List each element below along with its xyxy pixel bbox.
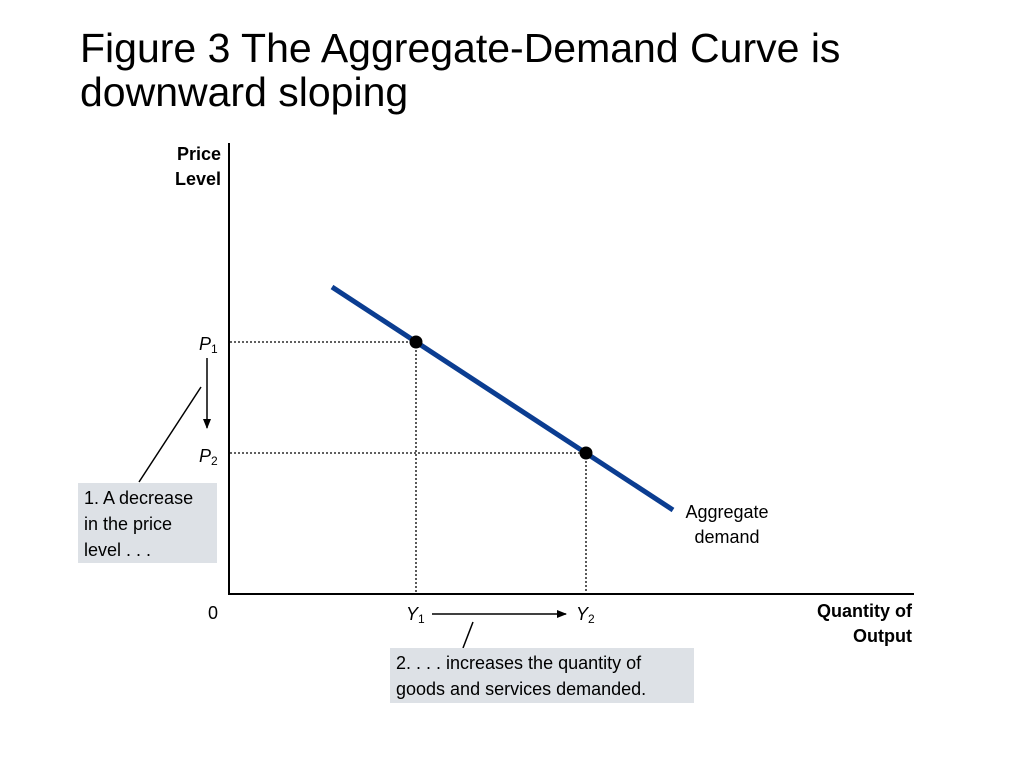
price-decrease-callout: 1. A decrease in the price level . . . bbox=[78, 483, 217, 563]
quantity-callout-line2: goods and services demanded. bbox=[396, 679, 647, 699]
p2-letter: P bbox=[199, 446, 212, 466]
aggregate-demand-curve bbox=[330, 284, 675, 513]
slide-title-line1: Figure 3 The Aggregate-Demand Curve is bbox=[80, 25, 841, 71]
p1-subscript: 1 bbox=[211, 342, 218, 356]
curve-label-line1: Aggregate bbox=[685, 502, 769, 522]
y1-letter: Y bbox=[406, 604, 419, 624]
x-axis-label-line1: Quantity of bbox=[817, 601, 912, 621]
point-p1-y1 bbox=[409, 335, 423, 349]
aggregate-demand-label: Aggregate demand bbox=[667, 500, 787, 550]
quantity-increase-callout: 2. . . . increases the quantity of goods… bbox=[390, 648, 694, 703]
y1-label: Y1 bbox=[406, 604, 425, 629]
origin-label: 0 bbox=[208, 603, 219, 623]
p2-subscript: 2 bbox=[211, 454, 218, 468]
curve-label-line2: demand bbox=[694, 527, 760, 547]
quantity-callout-line1: 2. . . . increases the quantity of bbox=[396, 653, 642, 673]
y2-letter: Y bbox=[576, 604, 589, 624]
y1-subscript: 1 bbox=[418, 612, 425, 626]
x-axis-label: Quantity of Output bbox=[780, 599, 912, 649]
y-axis-label-line2: Level bbox=[174, 169, 221, 189]
slide-title: Figure 3 The Aggregate-Demand Curve is d… bbox=[80, 26, 980, 114]
y-axis-label: Price Level bbox=[150, 142, 221, 192]
p1-letter: P bbox=[199, 334, 212, 354]
y2-label: Y2 bbox=[576, 604, 595, 629]
price-callout-line1: 1. A decrease bbox=[84, 488, 194, 508]
price-callout-leader bbox=[138, 386, 202, 483]
y2-subscript: 2 bbox=[588, 612, 595, 626]
point-p2-y2 bbox=[579, 446, 593, 460]
p2-label: P2 bbox=[199, 446, 218, 471]
price-callout-line2: in the price bbox=[84, 514, 173, 534]
quantity-callout-leader bbox=[462, 621, 474, 649]
price-callout-line3: level . . . bbox=[84, 540, 152, 560]
slide-title-line2: downward sloping bbox=[80, 69, 409, 115]
x-axis-label-line2: Output bbox=[853, 626, 912, 646]
y-axis-label-line1: Price bbox=[176, 144, 221, 164]
p1-label: P1 bbox=[199, 334, 218, 359]
